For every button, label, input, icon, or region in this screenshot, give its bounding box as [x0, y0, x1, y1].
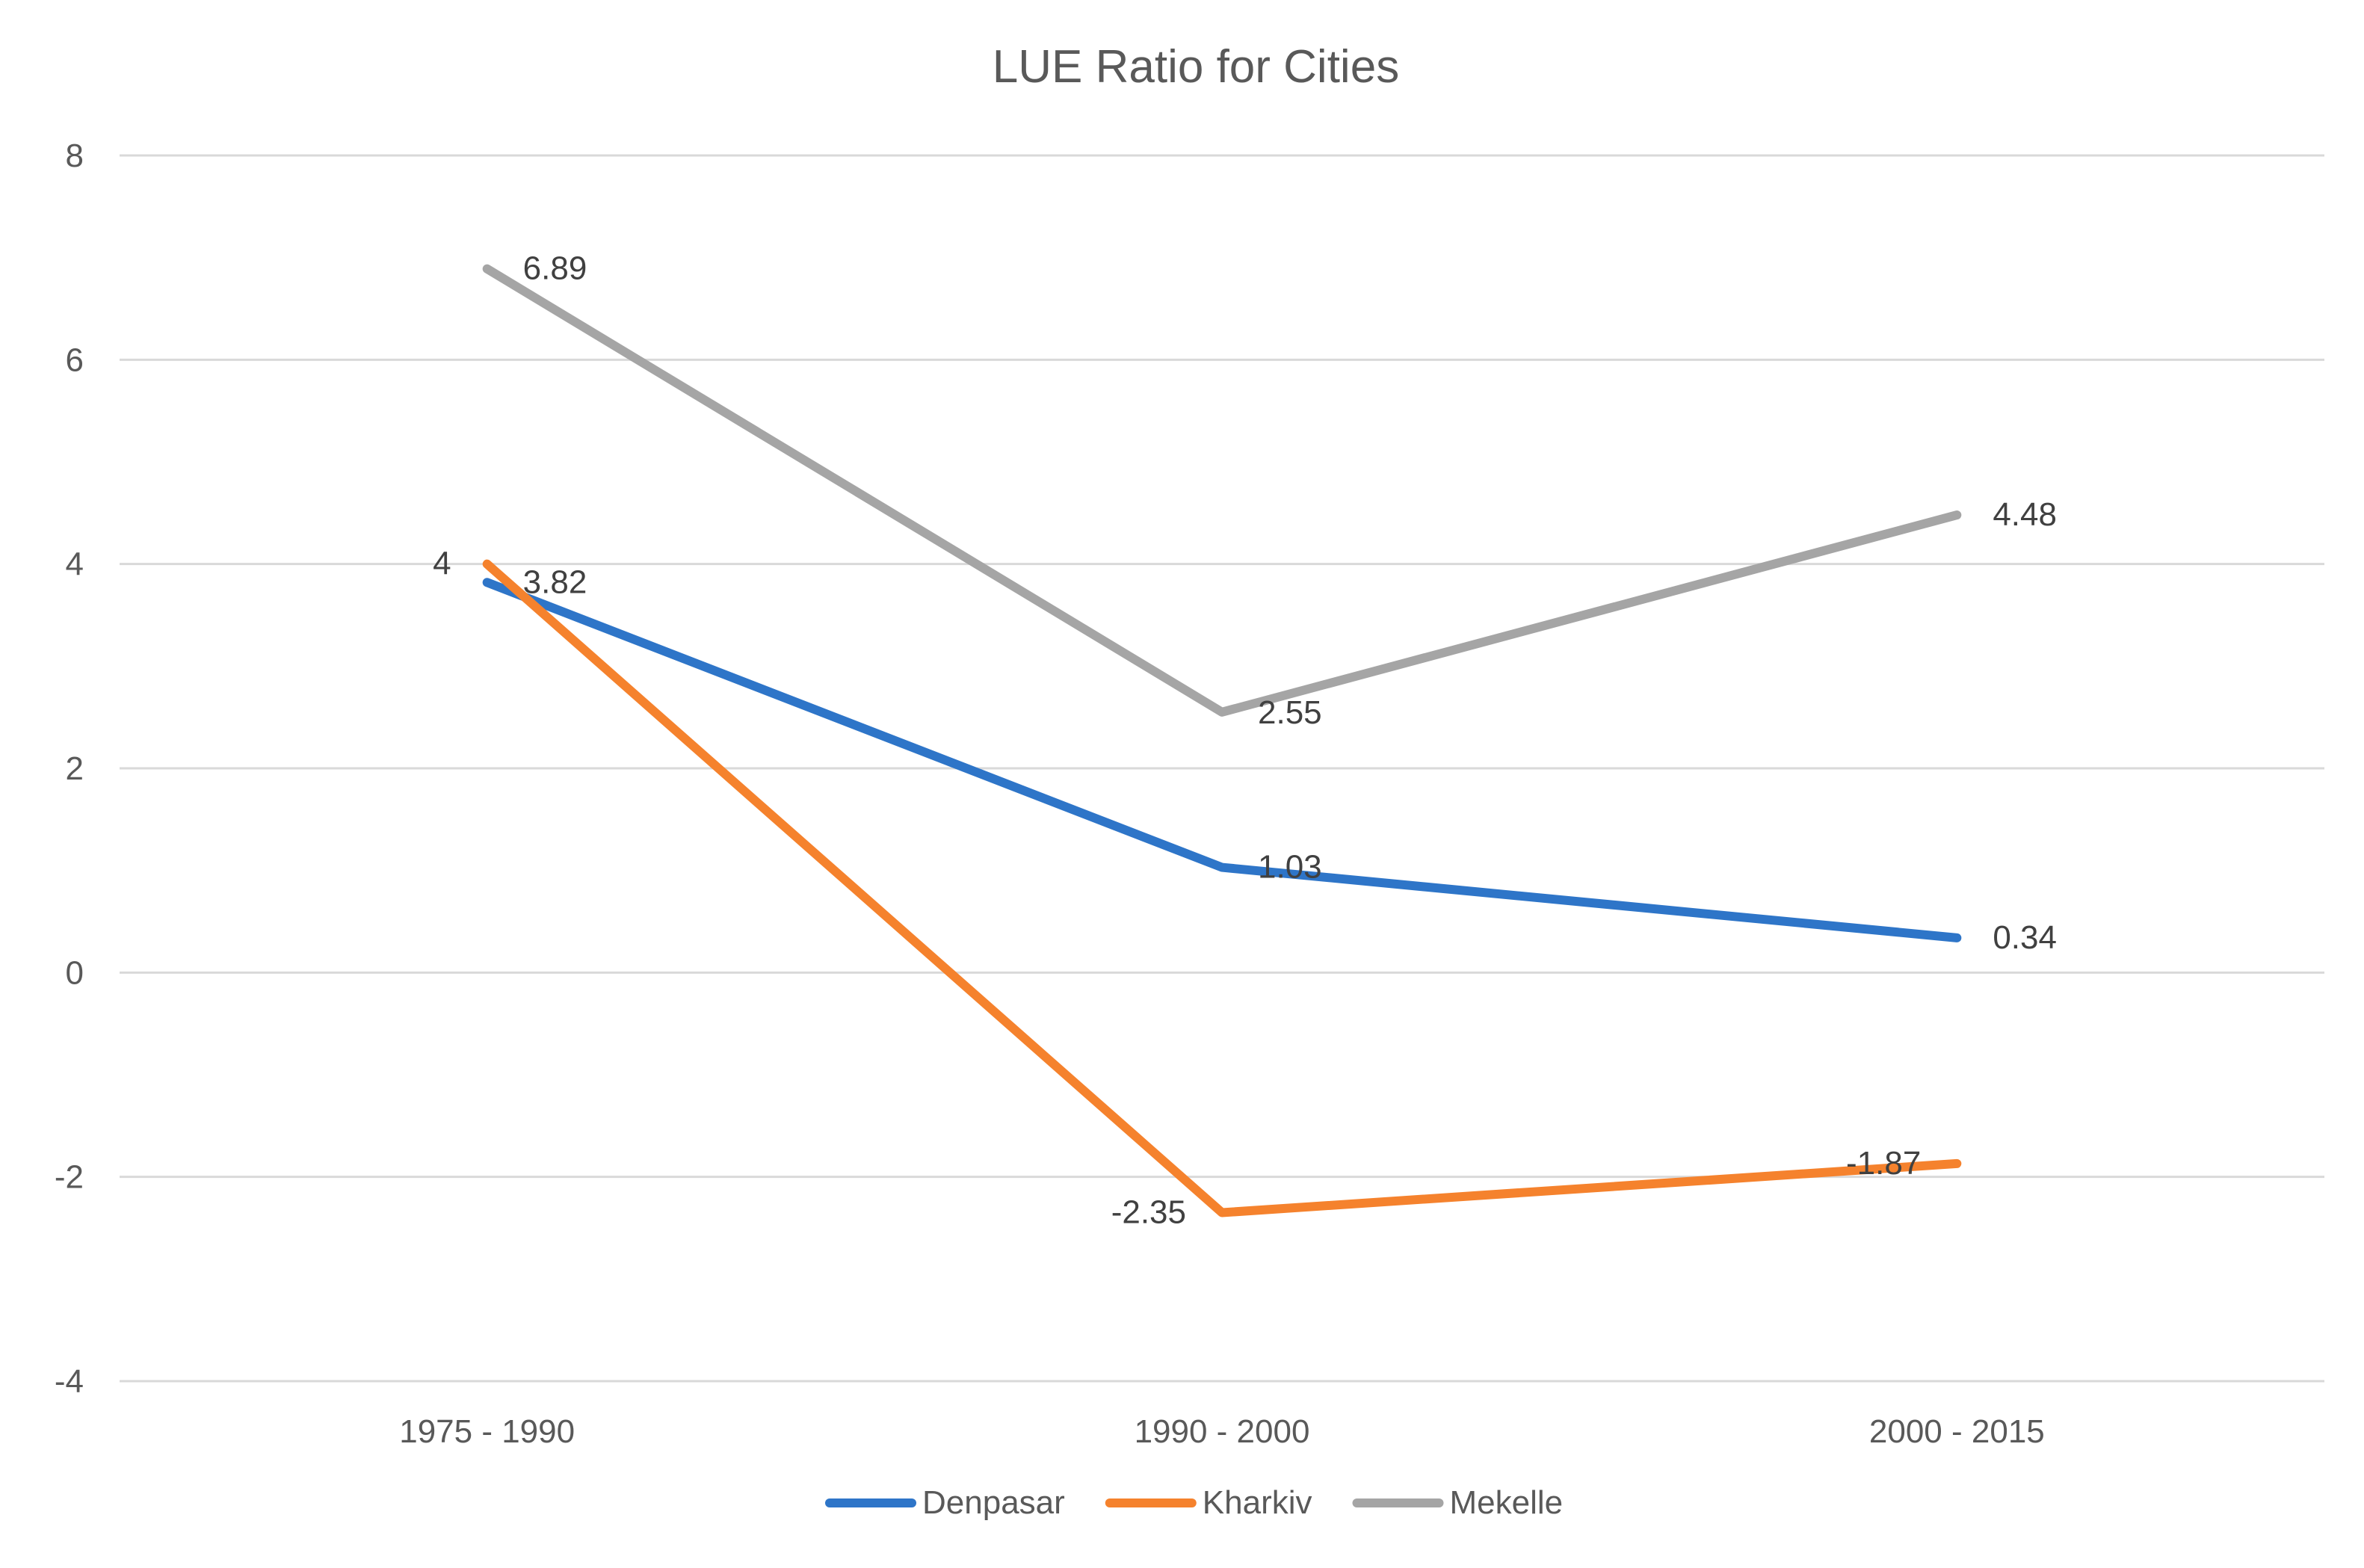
data-label-kharkiv-0: 4 — [433, 546, 451, 582]
series-line-kharkiv — [482, 559, 1962, 1217]
y-tick-label-8: 8 — [66, 138, 84, 174]
x-tick-label-1990-2000: 1990 - 2000 — [1135, 1413, 1310, 1450]
data-label-kharkiv-2: -1.87 — [1846, 1145, 1921, 1182]
y-axis-tick-labels: 8 6 4 2 0 -2 -4 — [55, 138, 84, 1400]
x-axis-tick-labels: 1975 - 1990 1990 - 2000 2000 - 2015 — [399, 1413, 2045, 1450]
y-tick-label-4: -4 — [55, 1363, 84, 1400]
x-tick-label-2000-2015: 2000 - 2015 — [1869, 1413, 2045, 1450]
series-line-denpasar — [482, 578, 1962, 942]
legend-label-mekelle: Mekelle — [1450, 1484, 1564, 1521]
y-tick-label-2: 2 — [66, 750, 84, 787]
y-tick-label-0: 0 — [66, 954, 84, 991]
series-line-mekelle — [482, 264, 1962, 717]
data-label-mekelle-0: 6.89 — [523, 250, 587, 287]
y-tick-label-2: -2 — [55, 1159, 84, 1196]
series-lines — [482, 264, 1962, 1217]
data-label-mekelle-2: 4.48 — [1993, 496, 2057, 533]
chart-title: LUE Ratio for Cities — [993, 41, 1399, 93]
legend-label-kharkiv: Kharkiv — [1203, 1484, 1312, 1521]
data-label-denpasar-1: 1.03 — [1258, 849, 1322, 886]
y-tick-label-6: 6 — [66, 342, 84, 378]
x-tick-label-1975-1990: 1975 - 1990 — [399, 1413, 575, 1450]
y-tick-label-4: 4 — [66, 546, 84, 583]
gridlines — [120, 154, 2324, 1383]
data-labels: 3.82 1.03 0.34 4 -2.35 -1.87 6.89 2.55 4.48 — [433, 250, 2057, 1231]
data-label-denpasar-0: 3.82 — [523, 564, 587, 600]
legend: Denpasar Kharkiv Mekelle — [825, 1484, 1564, 1521]
data-label-kharkiv-1: -2.35 — [1111, 1194, 1186, 1231]
data-label-denpasar-2: 0.34 — [1993, 919, 2057, 956]
data-label-mekelle-1: 2.55 — [1258, 694, 1322, 731]
legend-label-denpasar: Denpasar — [922, 1484, 1065, 1521]
